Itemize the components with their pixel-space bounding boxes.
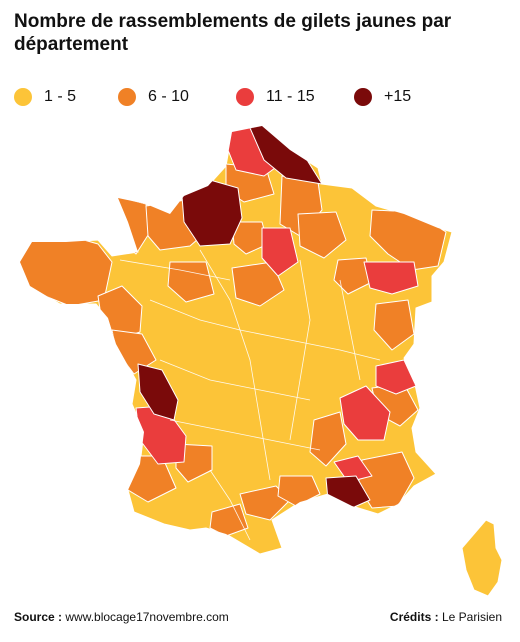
legend: 1 - 5 6 - 10 11 - 15 +15 (14, 86, 514, 108)
legend-label-15-plus: +15 (384, 88, 412, 105)
legend-item-11-15: 11 - 15 (236, 86, 315, 108)
credits-label: Crédits : (389, 610, 439, 624)
source-value: www.blocage17novembre.com (65, 610, 229, 624)
region-rhone-isere (339, 385, 391, 441)
map-title: Nombre de rassemblements de gilets jaune… (14, 11, 452, 55)
legend-label-1-5: 1 - 5 (44, 88, 77, 105)
corsica (461, 519, 503, 597)
region-val-oise (231, 221, 269, 255)
boundary-line-2 (159, 359, 311, 401)
legend-label-6-10: 6 - 10 (148, 88, 189, 105)
france-map (19, 125, 503, 597)
footer-source: Source : www.blocage17novembre.com (14, 610, 229, 624)
legend-swatch-11-15 (236, 88, 254, 106)
region-meuse-moselle (297, 211, 347, 259)
boundary-line-4 (289, 259, 311, 441)
region-ardeche (309, 411, 347, 467)
region-haute-saone (333, 257, 373, 295)
region-doubs (363, 261, 419, 295)
boundary-line-3 (199, 249, 271, 481)
boundary-line-1 (149, 299, 381, 361)
region-aube (261, 227, 299, 277)
legend-item-15-plus: +15 (354, 86, 411, 108)
region-seine-maritime (181, 179, 243, 247)
boundary-line-8 (209, 469, 251, 541)
region-ariege-aude (209, 503, 249, 537)
source-label: Source : (14, 610, 63, 624)
footer-credits: Crédits : Le Parisien (390, 610, 502, 624)
legend-item-1-5: 1 - 5 (14, 86, 76, 108)
boundary-line-5 (169, 419, 321, 451)
region-bouches-du-rhone (333, 455, 373, 483)
boundary-line-7 (119, 259, 231, 281)
legend-item-6-10: 6 - 10 (118, 86, 189, 108)
region-maine-et-loire (167, 261, 215, 303)
region-jura-ain (373, 299, 415, 351)
region-haute-savoie (375, 359, 417, 395)
legend-swatch-6-10 (118, 88, 136, 106)
legend-swatch-15-plus (354, 88, 372, 106)
region-tarn-aveyron (239, 485, 291, 521)
region-loiret (231, 261, 285, 307)
mainland-france (19, 125, 453, 555)
region-nord (249, 126, 323, 185)
credits-value: Le Parisien (441, 610, 502, 624)
legend-label-11-15: 11 - 15 (266, 88, 315, 105)
boundary-line-6 (339, 279, 361, 381)
region-charente-maritime (137, 363, 179, 421)
legend-swatch-1-5 (14, 88, 32, 106)
